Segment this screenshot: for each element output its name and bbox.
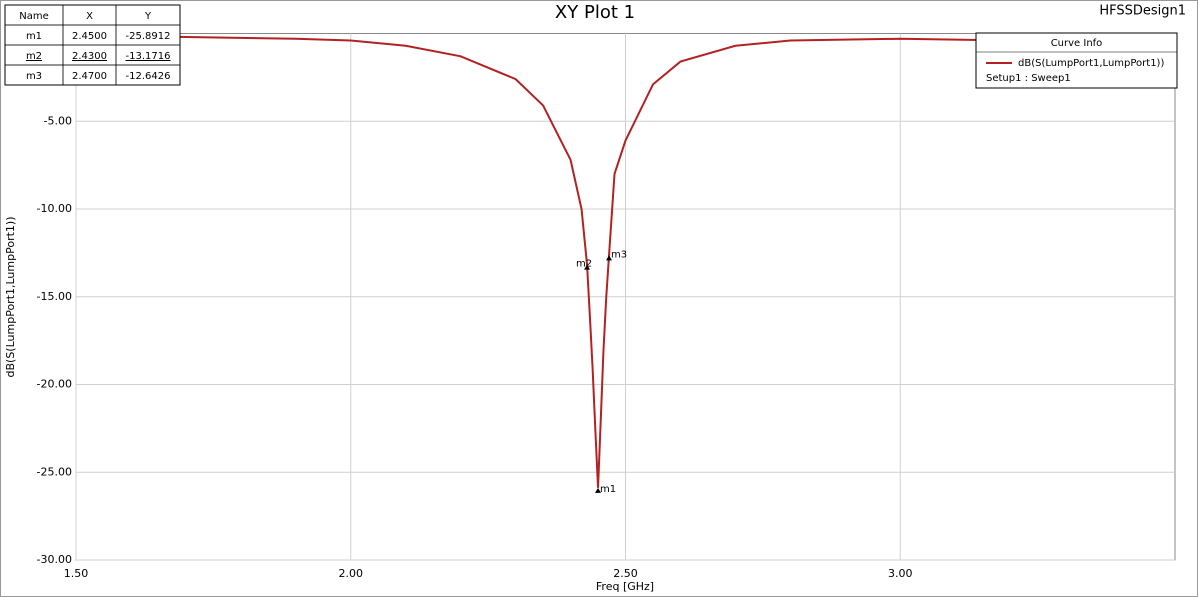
legend-setup: Setup1 : Sweep1 [986,73,1071,84]
table-value: 2.4300 [72,51,107,62]
table-value: -13.1716 [126,51,171,62]
table-value: m1 [26,31,42,42]
y-tick-label: -15.00 [37,290,72,303]
series-line [75,34,1176,488]
y-tick-label: -10.00 [37,202,72,215]
marker-label: m3 [611,249,627,260]
table-value: -25.8912 [126,31,171,42]
marker-point [595,487,602,493]
table-value: m3 [26,71,42,82]
legend-box [975,32,1178,89]
table-cell [115,64,181,86]
marker-label: m1 [600,484,616,495]
y-tick-label: -25.00 [37,465,72,478]
x-tick-label: 3.00 [888,567,913,580]
x-tick-label: 2.50 [613,567,638,580]
marker-label: m2 [576,259,592,270]
design-name: HFSSDesign1 [1099,4,1186,19]
marker-point [584,264,591,270]
table-header: Name [19,11,49,22]
chart-title: XY Plot 1 [555,2,635,23]
legend-label: dB(S(LumpPort1,LumpPort1)) [1018,58,1164,69]
table-value: 2.4500 [72,31,107,42]
y-tick-label: -30.00 [37,553,72,566]
legend-title: Curve Info [1051,38,1103,49]
y-tick-label: -20.00 [37,378,72,391]
table-value: 2.4700 [72,71,107,82]
x-tick-label: 2.00 [339,567,364,580]
marker-point [606,255,613,261]
table-value: m2 [26,51,42,62]
x-axis-label: Freq [GHz] [596,580,654,593]
table-header: Y [144,11,152,22]
table-header: X [86,11,93,22]
y-axis-label: dB(S(LumpPort1,LumpPort1)) [4,217,17,378]
x-tick-label: 1.50 [64,567,89,580]
table-value: -12.6426 [126,71,171,82]
y-tick-label: -5.00 [44,114,72,127]
